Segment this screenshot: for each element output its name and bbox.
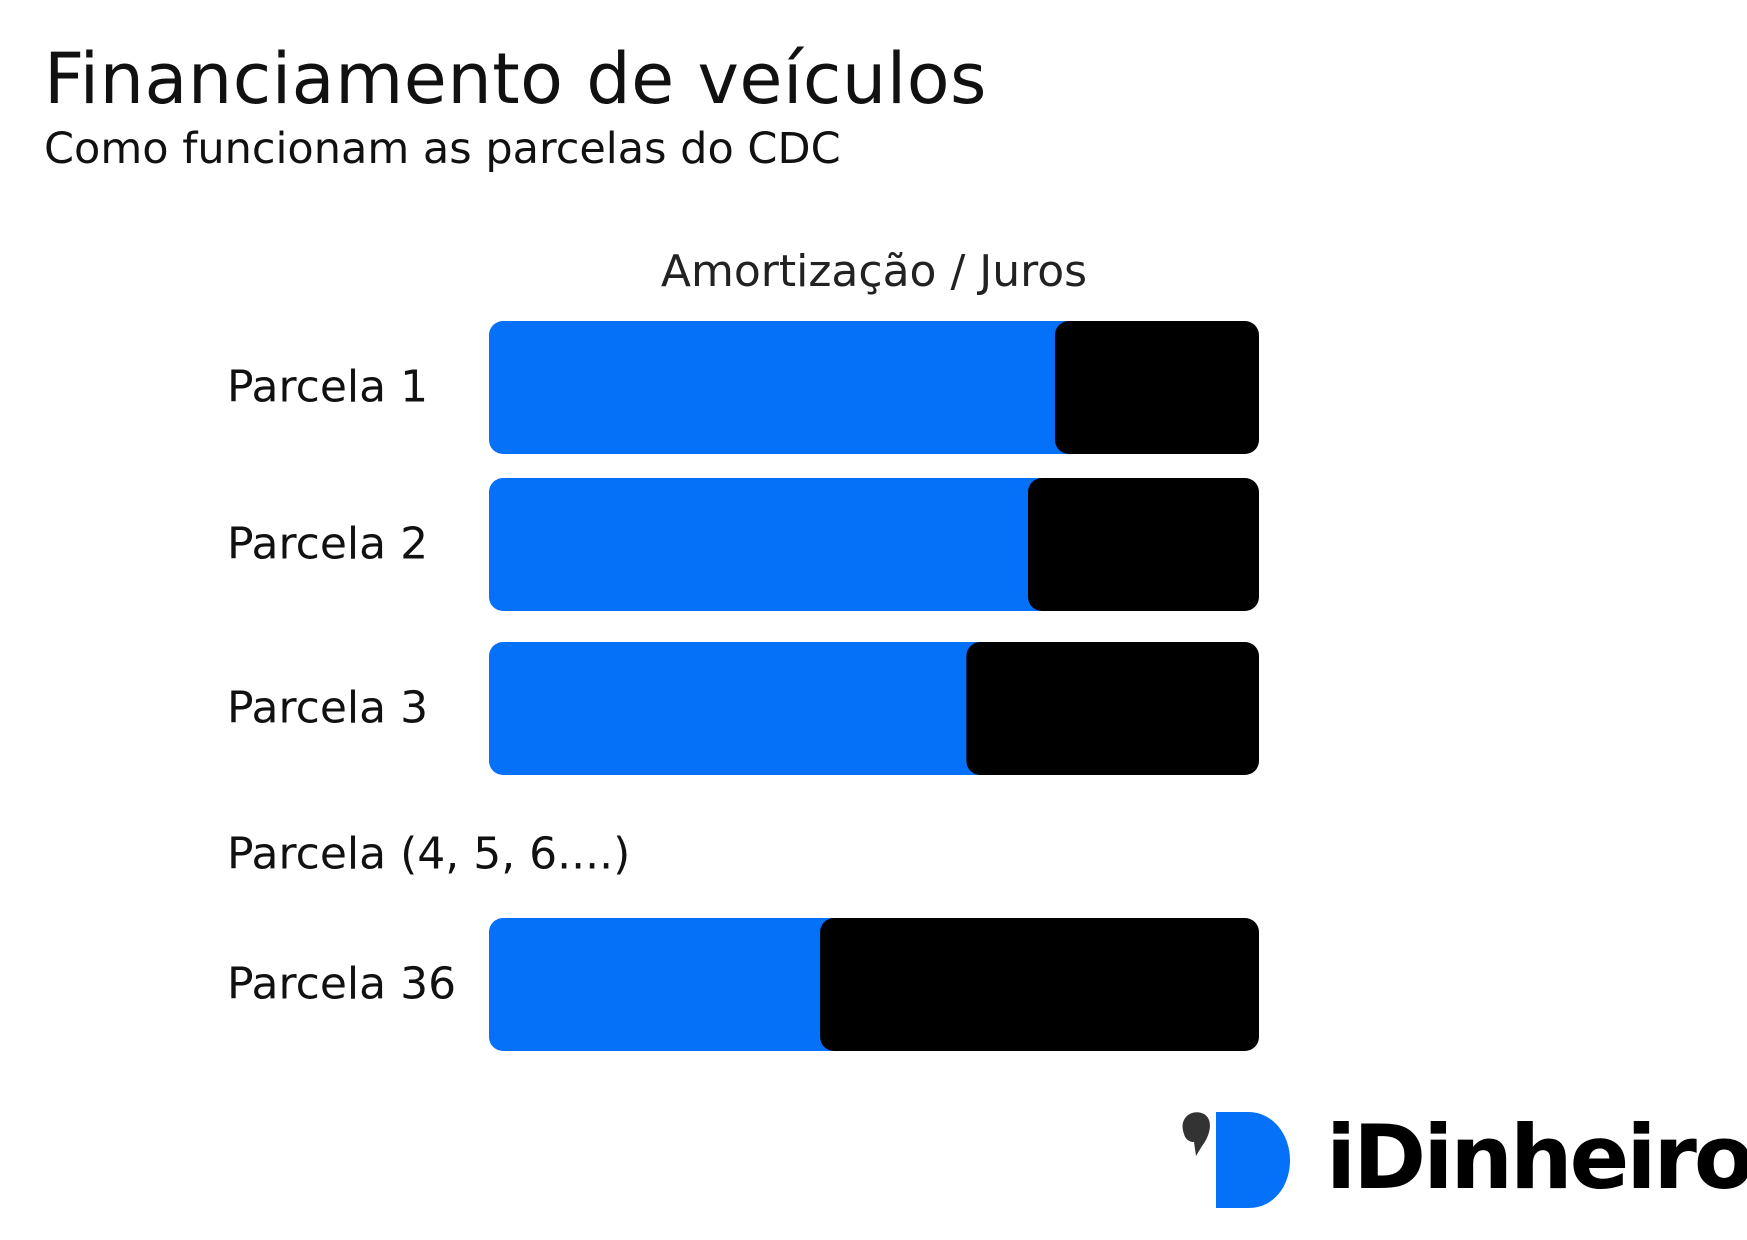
legend-text: Amortização / Juros (660, 246, 1088, 297)
chart-subtitle: Como funcionam as parcelas do CDC (44, 124, 841, 174)
logo-text: iDinheiro (1326, 1106, 1747, 1209)
bar-juros (820, 918, 1259, 1051)
bar-juros (1028, 478, 1259, 611)
bar-amortizacao (489, 478, 1056, 611)
bar-amortizacao (489, 321, 1083, 454)
bar-amortizacao (489, 918, 849, 1051)
category-label: Parcela 36 (227, 958, 457, 1010)
logo-mark-icon (1182, 1112, 1290, 1208)
bar-group (489, 642, 1259, 775)
bar-group (489, 918, 1259, 1051)
bar-juros (966, 642, 1259, 775)
bar-amortizacao (489, 642, 995, 775)
bar-juros (1054, 321, 1259, 454)
idinheiro-logo: iDinheiro (1170, 1100, 1747, 1220)
category-label: Parcela 2 (227, 518, 429, 570)
category-label: Parcela 1 (227, 361, 429, 413)
gap-label: Parcela (4, 5, 6....) (227, 828, 631, 880)
chart-title: Financiamento de veículos (44, 38, 988, 120)
bar-group (489, 321, 1259, 454)
bar-group (489, 478, 1259, 611)
category-label: Parcela 3 (227, 682, 429, 734)
